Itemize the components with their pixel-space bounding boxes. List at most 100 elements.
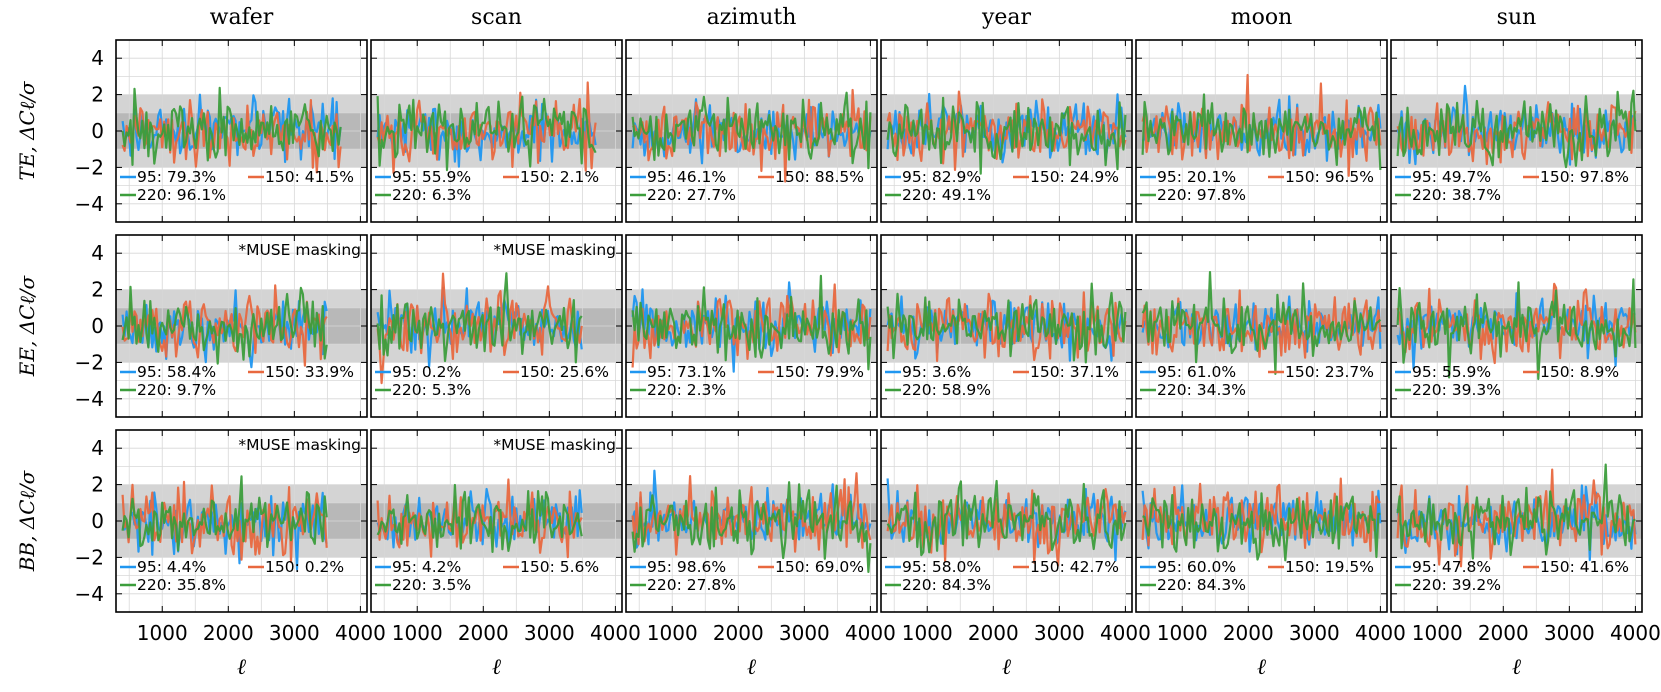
series-line-220 <box>376 483 583 554</box>
column-title-sun: sun <box>1497 5 1537 30</box>
panel-frame <box>115 234 368 418</box>
x-axis-label: ℓ <box>1002 655 1012 680</box>
legend-label-150: 150: 5.6% <box>520 558 599 576</box>
legend-label-220: 220: 27.8% <box>647 576 736 594</box>
legend-label-150: 150: 41.6% <box>1540 558 1629 576</box>
muse-masking-note: *MUSE masking <box>493 241 616 259</box>
series-group <box>121 284 328 369</box>
column-title-scan: scan <box>471 5 522 30</box>
x-tick-label: 3000 <box>1289 621 1340 645</box>
legend-label-150: 150: 8.9% <box>1540 363 1619 381</box>
x-tick-label: 1000 <box>137 621 188 645</box>
series-line-220 <box>886 282 1127 364</box>
y-tick-label: 2 <box>91 473 104 497</box>
y-tick-label: −2 <box>75 350 104 374</box>
panel-frame <box>625 234 878 418</box>
legend-label-95: 95: 61.0% <box>1157 363 1236 381</box>
series-group <box>631 469 872 574</box>
x-tick-label: 2000 <box>203 621 254 645</box>
x-axis-label: ℓ <box>492 655 502 680</box>
series-line-220 <box>121 285 328 365</box>
panel-TE-year: 95: 82.9% 150: 24.9% 220: 49.1% <box>880 39 1133 223</box>
legend-label-220: 220: 35.8% <box>137 576 226 594</box>
panel-frame <box>115 429 368 613</box>
x-axis-label: ℓ <box>1512 655 1522 680</box>
legend-label-150: 150: 2.1% <box>520 168 599 186</box>
x-tick-label: 4000 <box>335 621 386 645</box>
panel-TE-scan: 95: 55.9% 150: 2.1% 220: 6.3% <box>370 39 623 223</box>
legend-label-220: 220: 97.8% <box>1157 186 1246 204</box>
panel-TE-wafer: 4 2 0 −2 −4 95: 79.3% 150: 41.5% 220: 96.1% <box>75 39 368 223</box>
legend-label-150: 150: 79.9% <box>775 363 864 381</box>
legend-label-150: 150: 96.5% <box>1285 168 1374 186</box>
legend-label-220: 220: 39.3% <box>1412 381 1501 399</box>
panel-BB-year: 1000 2000 3000 4000 ℓ 95: 58.0% 150: 42.7% 220:… <box>880 429 1151 680</box>
legend-label-150: 150: 42.7% <box>1030 558 1119 576</box>
series-line-150 <box>886 90 1127 171</box>
y-tick-label: −2 <box>75 545 104 569</box>
panel-frame <box>625 429 878 613</box>
x-tick-label: 1000 <box>1412 621 1463 645</box>
series-line-220 <box>886 96 1127 175</box>
legend-label-95: 95: 73.1% <box>647 363 726 381</box>
y-tick-label: 4 <box>91 436 104 460</box>
legend-label-150: 150: 69.0% <box>775 558 864 576</box>
series-group <box>631 274 872 373</box>
legend-label-95: 95: 46.1% <box>647 168 726 186</box>
series-line-220 <box>1396 278 1637 381</box>
panel-TE-azimuth: 95: 46.1% 150: 88.5% 220: 27.7% <box>625 39 878 223</box>
legend-label-95: 95: 60.0% <box>1157 558 1236 576</box>
legend-label-150: 150: 23.7% <box>1285 363 1374 381</box>
series-line-220 <box>376 272 583 364</box>
legend-label-95: 95: 55.9% <box>392 168 471 186</box>
x-tick-label: 4000 <box>1610 621 1661 645</box>
series-line-220 <box>1141 93 1382 170</box>
panel-TE-sun: 95: 49.7% 150: 97.8% 220: 38.7% <box>1390 39 1643 223</box>
legend-label-220: 220: 5.3% <box>392 381 471 399</box>
x-tick-label: 4000 <box>590 621 641 645</box>
row-label-EE: EE, ΔCℓ/σ <box>15 274 39 377</box>
legend-label-220: 220: 84.3% <box>902 576 991 594</box>
series-line-220 <box>1142 492 1381 562</box>
panel-frame <box>115 39 368 223</box>
panel-EE-scan: *MUSE masking 95: 0.2% 150: 25.6% 220: 5.3% <box>370 234 623 418</box>
series-line-220 <box>886 479 1127 557</box>
panel-frame <box>880 234 1133 418</box>
series-group <box>886 90 1127 175</box>
x-tick-label: 2000 <box>1223 621 1274 645</box>
column-title-year: year <box>981 5 1032 30</box>
series-group <box>376 81 597 175</box>
series-group <box>1141 73 1382 177</box>
legend-label-150: 150: 41.5% <box>265 168 354 186</box>
x-axis-label: ℓ <box>1257 655 1267 680</box>
legend-label-150: 150: 37.1% <box>1030 363 1119 381</box>
y-tick-label: 2 <box>91 83 104 107</box>
legend-label-220: 220: 6.3% <box>392 186 471 204</box>
x-tick-label: 4000 <box>1100 621 1151 645</box>
y-tick-label: 2 <box>91 278 104 302</box>
legend-label-150: 150: 25.6% <box>520 363 609 381</box>
panel-frame <box>1135 429 1388 613</box>
panel-frame <box>1135 234 1388 418</box>
legend-label-95: 95: 47.8% <box>1412 558 1491 576</box>
x-tick-label: 3000 <box>1544 621 1595 645</box>
series-group <box>1396 463 1637 568</box>
panel-EE-sun: 95: 55.9% 150: 8.9% 220: 39.3% <box>1390 234 1643 418</box>
panel-frame <box>1135 39 1388 223</box>
panel-EE-azimuth: 95: 73.1% 150: 79.9% 220: 2.3% <box>625 234 878 418</box>
y-tick-label: 0 <box>91 314 104 338</box>
series-line-150 <box>1141 289 1382 359</box>
series-group <box>1396 84 1637 169</box>
row-label-TE: TE, ΔCℓ/σ <box>15 80 39 180</box>
legend-label-220: 220: 34.3% <box>1157 381 1246 399</box>
legend-label-220: 220: 9.7% <box>137 381 216 399</box>
legend-label-220: 220: 38.7% <box>1412 186 1501 204</box>
legend-label-95: 95: 20.1% <box>1157 168 1236 186</box>
muse-masking-note: *MUSE masking <box>238 241 361 259</box>
y-tick-label: −4 <box>75 582 104 606</box>
series-line-220 <box>121 475 328 552</box>
series-line-95 <box>886 92 1127 164</box>
panel-frame <box>880 39 1133 223</box>
series-group <box>1396 278 1637 381</box>
y-tick-label: 4 <box>91 241 104 265</box>
